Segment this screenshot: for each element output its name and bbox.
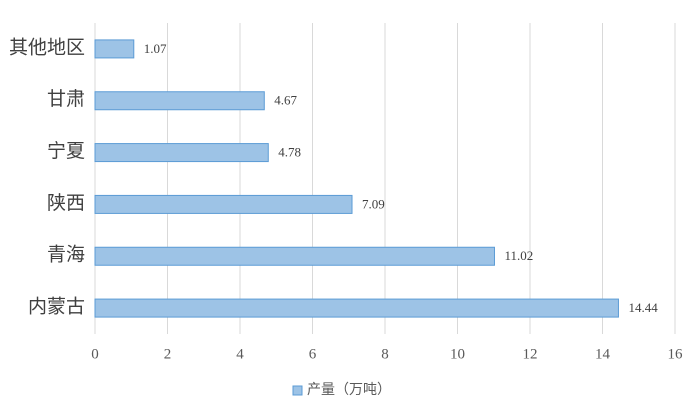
bar [94,194,353,214]
y-tick-label: 甘肃 [47,88,85,110]
bar [94,143,269,163]
y-tick-label: 内蒙古 [28,295,85,317]
data-label: 4.78 [278,145,301,160]
x-tick-label: 8 [381,346,389,362]
y-tick-label: 宁夏 [47,140,85,162]
x-tick-label: 6 [309,346,317,362]
x-tick-label: 14 [595,346,611,362]
legend-swatch [292,385,303,396]
y-tick-label: 其他地区 [9,36,85,58]
x-tick-label: 4 [236,346,244,362]
legend-label: 产量（万吨） [307,382,391,398]
x-tick-label: 2 [164,346,172,362]
x-tick-label: 16 [668,346,684,362]
bar [94,39,135,59]
data-label: 4.67 [274,93,297,108]
x-tick-label: 12 [523,346,538,362]
data-label: 14.44 [628,300,658,315]
x-tick-label: 0 [91,346,99,362]
data-label: 1.07 [144,41,167,56]
data-label: 7.09 [362,196,385,211]
bar [94,298,619,318]
y-tick-label: 陕西 [47,192,85,214]
bar [94,246,495,266]
x-tick-label: 10 [450,346,465,362]
y-tick-label: 青海 [47,244,85,266]
data-label: 11.02 [504,248,533,263]
bar [94,91,265,111]
